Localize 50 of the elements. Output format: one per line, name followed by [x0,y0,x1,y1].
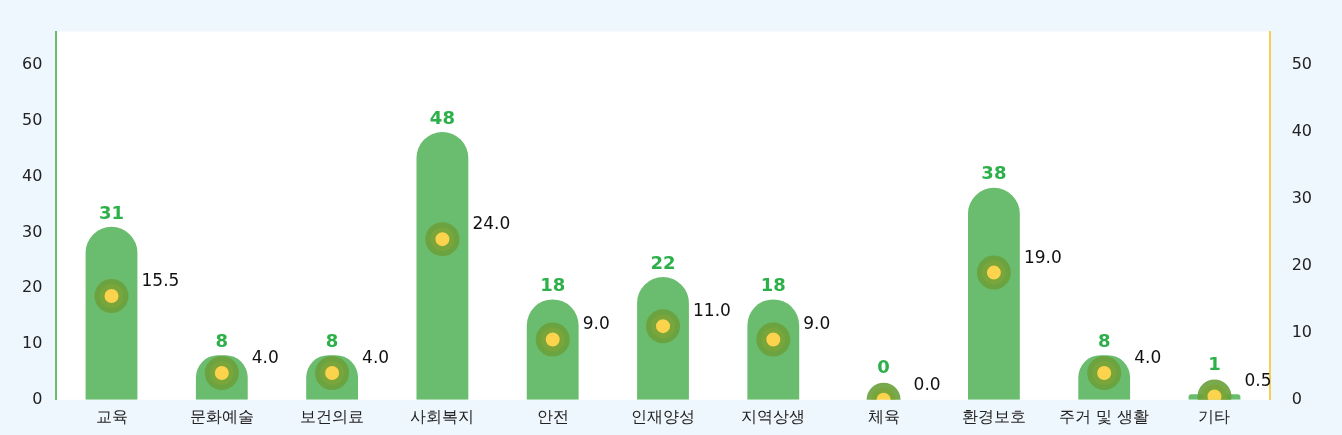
point [976,255,1011,290]
data-label: 18 [760,274,786,296]
y-tick-label: 60 [22,54,43,74]
data-label: 1 [1208,353,1221,375]
y-tick-label: 0 [32,388,43,408]
point [94,279,129,314]
y-tick-label: 30 [22,221,43,241]
data-label: 22 [650,251,676,273]
y2-tick-label: 0 [1291,388,1302,408]
y-tick-label: 40 [22,165,43,185]
x-tick-label: 사회복지 [410,406,475,426]
x-tick-label: 안전 [536,406,569,426]
data-label: 4.0 [251,346,279,367]
data-label: 9.0 [803,313,831,334]
y2-tick-label: 50 [1291,54,1312,74]
y2-tick-label: 30 [1291,188,1312,208]
bar [967,187,1020,400]
x-tick-label: 기타 [1198,406,1231,426]
point [425,222,460,257]
data-label: 0.0 [913,373,941,394]
data-label: 19.0 [1023,246,1062,267]
data-label: 11.0 [693,300,731,321]
y2-tick-label: 20 [1291,255,1312,275]
data-label: 9.0 [582,313,610,334]
data-label: 8 [325,329,339,351]
x-tick-label: 환경보호 [961,406,1026,426]
data-label: 0 [877,356,890,378]
x-tick-label: 교육 [95,406,128,426]
x-tick-label: 주거 및 생활 [1059,406,1150,426]
x-tick-label: 문화예술 [189,406,254,426]
data-label: 15.5 [141,269,180,290]
data-label: 8 [215,329,229,351]
x-tick-label: 인재양성 [631,406,695,426]
data-label: 24.0 [472,213,511,234]
bar [416,132,469,400]
data-label: 8 [1097,329,1111,351]
y2-tick-label: 40 [1291,121,1312,141]
y-tick-label: 10 [22,333,43,353]
x-tick-label: 보건의료 [300,406,365,426]
data-label: 4.0 [1134,346,1162,367]
x-tick-label: 체육 [867,406,900,426]
y-tick-label: 50 [22,110,43,130]
data-label: 4.0 [362,346,390,367]
data-label: 31 [98,201,125,223]
y-tick-label: 20 [22,277,43,297]
y2-tick-label: 10 [1291,322,1312,342]
x-tick-label: 지역상생 [741,406,806,426]
data-label: 18 [540,274,566,296]
data-label: 38 [981,162,1007,184]
data-label: 48 [429,106,455,128]
